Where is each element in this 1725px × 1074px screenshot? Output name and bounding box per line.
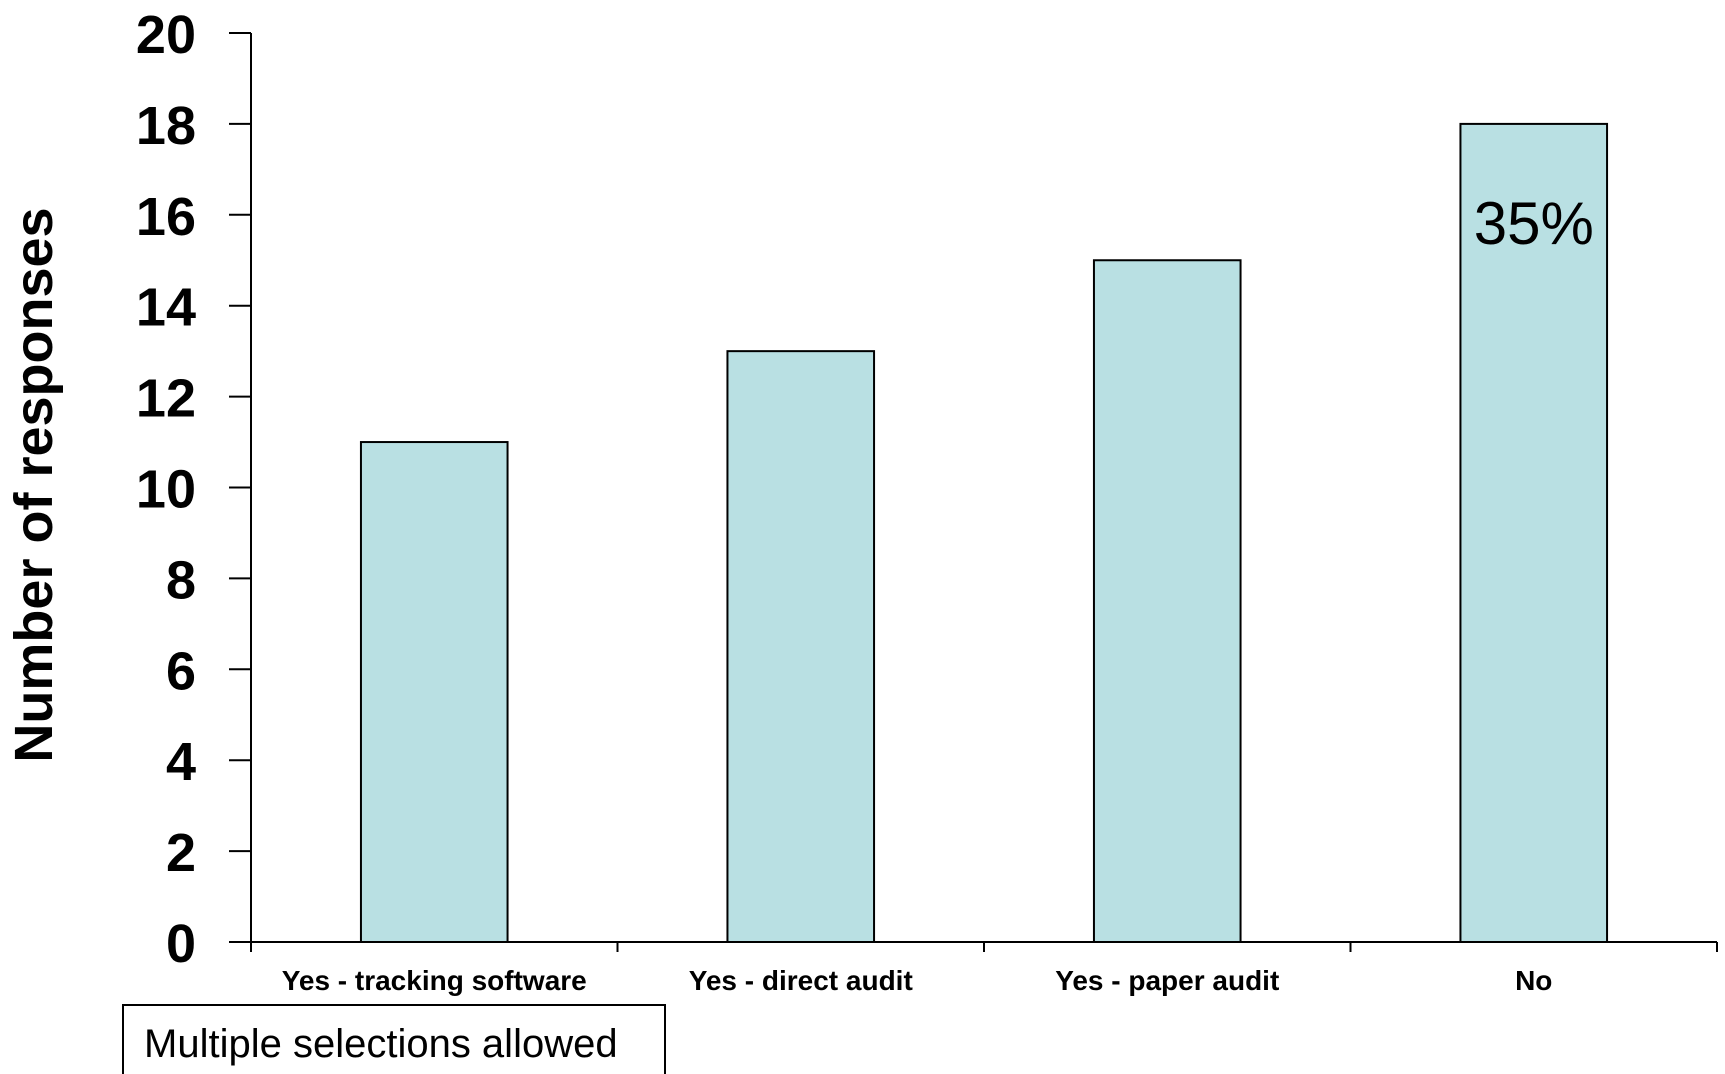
x-tick-label: Yes - paper audit [1055, 965, 1279, 996]
y-axis-title: Number of responses [4, 207, 64, 762]
bar [359, 441, 509, 943]
bar [1459, 122, 1609, 943]
y-tick-label: 4 [166, 732, 196, 792]
bar [1092, 259, 1242, 943]
y-tick-label: 0 [166, 914, 196, 974]
data-label: 35% [1474, 190, 1594, 257]
y-tick-label: 10 [136, 460, 196, 520]
y-tick-label: 16 [136, 187, 196, 247]
bar [726, 350, 876, 943]
bars [359, 122, 1609, 943]
y-tick-label: 8 [166, 550, 196, 610]
x-tick-label: No [1515, 965, 1552, 996]
note-text: Multiple selections allowed [144, 1022, 618, 1066]
x-tick-label: Yes - direct audit [689, 965, 913, 996]
y-tick-label: 18 [136, 96, 196, 156]
y-axis: 0 2 4 6 8 10 12 14 16 18 20 [136, 5, 252, 974]
y-tick-label: 12 [136, 369, 196, 429]
y-tick-label: 6 [166, 641, 196, 701]
x-tick-label: Yes - tracking software [282, 965, 587, 996]
y-tick-label: 20 [136, 5, 196, 65]
note-box: Multiple selections allowed [122, 1004, 666, 1074]
data-labels: 35% [1474, 190, 1594, 257]
x-axis: Yes - tracking software Yes - direct audi… [250, 941, 1718, 996]
y-tick-label: 2 [166, 823, 196, 883]
y-tick-label: 14 [136, 278, 196, 338]
